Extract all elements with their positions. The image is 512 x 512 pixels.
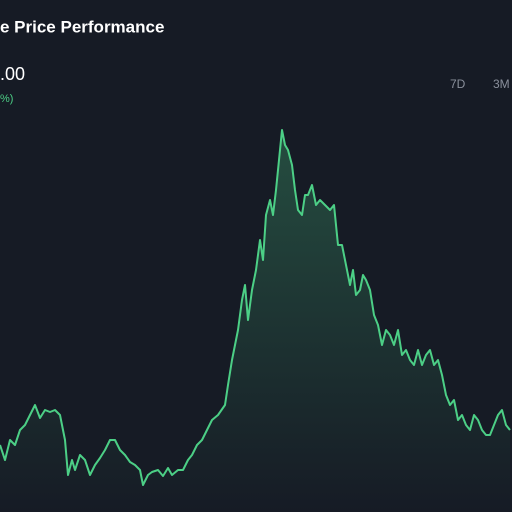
price-area <box>0 130 510 512</box>
page-title: e Price Performance <box>0 17 164 36</box>
price-line <box>0 129 511 486</box>
price-change: %) <box>0 93 13 105</box>
price: .00 <box>0 64 25 84</box>
range-button[interactable]: 7D <box>450 77 466 91</box>
range-button[interactable]: 3M <box>493 77 510 91</box>
